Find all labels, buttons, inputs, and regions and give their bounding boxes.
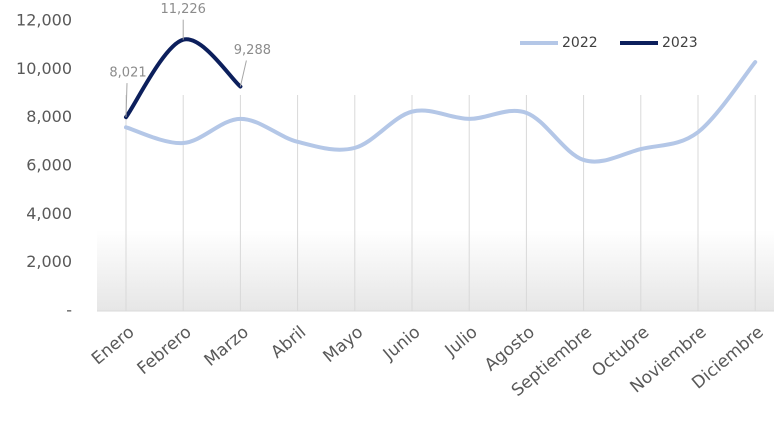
data-label: 8,021 [109, 66, 146, 81]
x-tick-label: Marzo [201, 322, 253, 370]
y-tick-label: 12,000 [16, 11, 72, 30]
y-tick-label: 8,000 [26, 107, 72, 126]
x-tick-label: Febrero [134, 322, 196, 379]
y-tick-label: 6,000 [26, 156, 72, 175]
data-label: 9,288 [234, 43, 271, 58]
legend-label: 2022 [562, 35, 598, 51]
y-tick-label: 2,000 [26, 252, 72, 271]
x-tick-label: Enero [88, 322, 138, 369]
plot-background [97, 230, 774, 311]
y-tick-label: 4,000 [26, 204, 72, 223]
series-line [124, 37, 243, 120]
leader-line [239, 60, 247, 87]
data-label: 11,226 [160, 2, 206, 17]
x-tick-label: Julio [441, 322, 482, 361]
y-tick-label: - [66, 301, 72, 320]
legend-label: 2023 [662, 35, 698, 51]
x-tick-label: Abril [267, 322, 310, 362]
leader-line [125, 83, 128, 118]
x-tick-label: Junio [379, 322, 425, 365]
series-line [124, 60, 758, 164]
y-tick-label: 10,000 [16, 59, 72, 78]
x-tick-label: Mayo [319, 322, 367, 367]
